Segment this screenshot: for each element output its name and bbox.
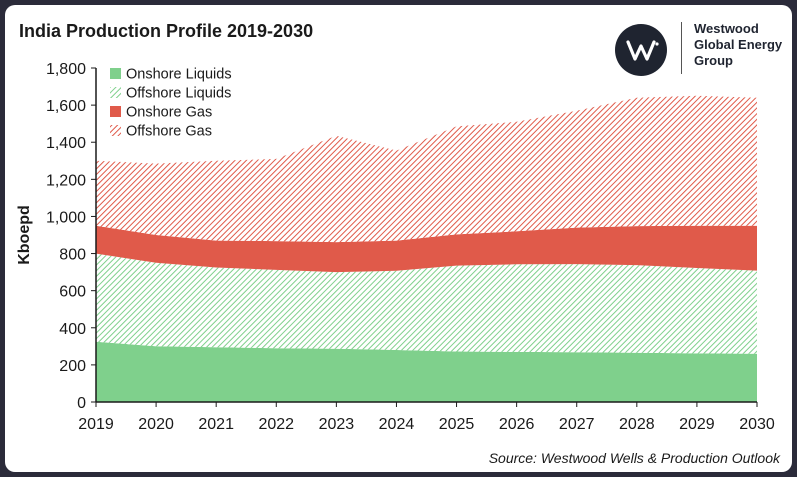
legend-label-offshore-liquids: Offshore Liquids: [126, 86, 231, 102]
legend-label-offshore-gas: Offshore Gas: [126, 124, 212, 140]
area-onshore-liquids: [96, 341, 757, 402]
source-note: Source: Westwood Wells & Production Outl…: [488, 450, 780, 466]
y-tick-label: 200: [59, 358, 86, 375]
legend-swatch-offshore-gas: [110, 125, 121, 136]
x-tick-label: 2029: [679, 416, 715, 433]
w-monogram-icon: [626, 40, 659, 61]
y-tick-label: 1,400: [46, 135, 86, 152]
logo-divider: [681, 22, 682, 74]
x-tick-label: 2020: [138, 416, 174, 433]
y-tick-label: 400: [59, 321, 86, 338]
logo-wordmark: Westwood Global Energy Group: [694, 21, 790, 69]
x-tick-label: 2021: [198, 416, 234, 433]
x-tick-label: 2022: [258, 416, 294, 433]
y-tick-label: 800: [59, 247, 86, 264]
westwood-logo-icon: [615, 24, 667, 76]
x-tick-label: 2026: [499, 416, 535, 433]
legend-swatch-onshore-gas: [110, 106, 121, 117]
chart-card: India Production Profile 2019-2030 Westw…: [5, 5, 792, 472]
legend-label-onshore-liquids: Onshore Liquids: [126, 67, 232, 83]
legend-swatch-offshore-liquids: [110, 87, 121, 98]
x-tick-label: 2024: [379, 416, 415, 433]
y-tick-label: 1,800: [46, 61, 86, 78]
y-tick-label: 0: [77, 395, 86, 412]
logo-line-1: Westwood: [694, 21, 759, 36]
x-tick-label: 2019: [78, 416, 114, 433]
x-tick-label: 2025: [439, 416, 475, 433]
legend-swatch-onshore-liquids: [110, 68, 121, 79]
y-tick-label: 1,600: [46, 98, 86, 115]
stacked-area-chart: 0 200 400 600 800 1,000 1,200 1,400 1,600 1,800 20…: [16, 61, 775, 433]
area-offshore-gas: [96, 95, 757, 243]
x-tick-label: 2028: [619, 416, 655, 433]
logo-line-2: Global Energy: [694, 37, 783, 52]
y-tick-label: 1,200: [46, 172, 86, 189]
x-tick-label: 2027: [559, 416, 595, 433]
area-offshore-liquids: [96, 253, 757, 354]
y-axis-title: Kboepd: [16, 205, 33, 265]
legend-label-onshore-gas: Onshore Gas: [126, 105, 212, 121]
chart-title: India Production Profile 2019-2030: [19, 21, 314, 41]
y-tick-label: 1,000: [46, 209, 86, 226]
logo-line-3: Group: [694, 53, 733, 68]
x-tick-label: 2030: [739, 416, 775, 433]
area-onshore-gas: [96, 225, 757, 273]
x-tick-label: 2023: [319, 416, 355, 433]
y-tick-label: 600: [59, 284, 86, 301]
